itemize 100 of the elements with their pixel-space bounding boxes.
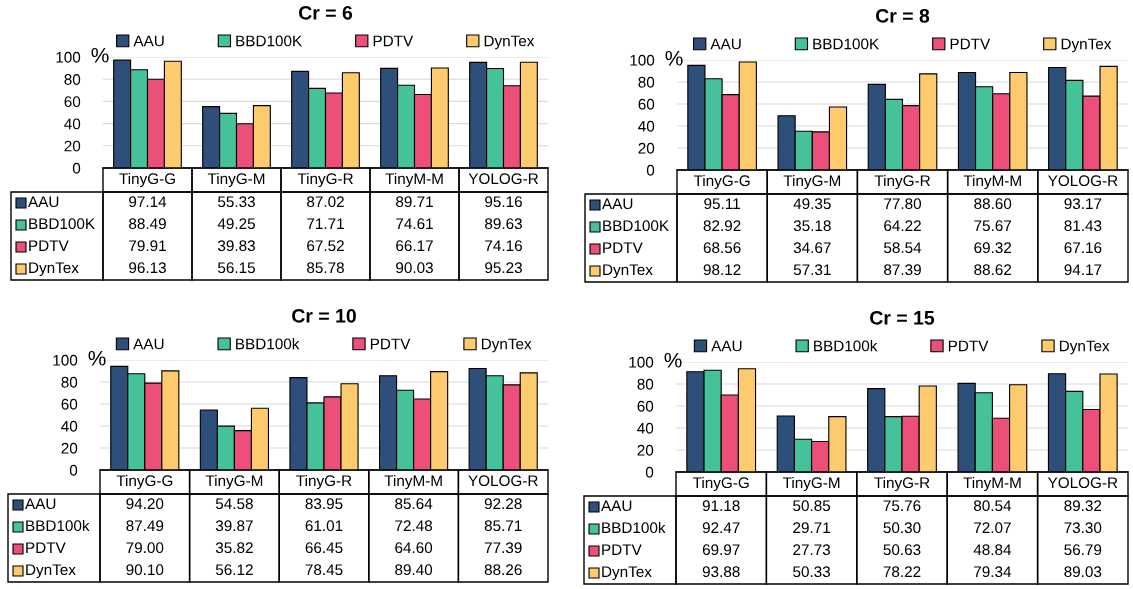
x-tick-label: TinyG-M: [207, 172, 265, 188]
y-tick-label: 20: [637, 444, 654, 456]
y-tick-label: 100: [53, 354, 78, 366]
legend-label: AAU: [133, 338, 164, 350]
legend-label: AAU: [133, 35, 164, 47]
data-label: 97.14: [129, 196, 167, 208]
data-label: 95.16: [485, 196, 522, 208]
data-label: 78.22: [883, 566, 921, 578]
data-label: 85.64: [395, 498, 433, 510]
y-tick-label: 20: [64, 140, 81, 152]
data-label: 92.47: [702, 522, 740, 534]
y-tick-label: 60: [637, 400, 654, 412]
data-label: 94.20: [126, 498, 164, 510]
y-tick-label: 60: [638, 98, 655, 110]
x-tick-label: TinyM-M: [385, 172, 443, 188]
data-label: 81.43: [1064, 220, 1102, 232]
y-tick-label: 40: [638, 120, 655, 132]
data-label: 89.63: [485, 218, 522, 230]
data-label: 78.45: [305, 564, 343, 576]
x-tick-label: TinyG-G: [692, 476, 749, 492]
x-tick-label: TinyG-R: [874, 174, 930, 190]
data-label: 56.12: [215, 564, 253, 576]
y-tick-label: 0: [72, 162, 81, 174]
data-label: 94.17: [1064, 264, 1102, 276]
data-label: 75.76: [883, 500, 921, 512]
text: AAU: [602, 198, 633, 210]
data-label: 83.95: [305, 498, 343, 510]
y-tick-label: 80: [64, 74, 81, 85]
legend-label: BBD100k: [814, 340, 878, 352]
data-label: 72.07: [974, 522, 1011, 534]
x-tick-label: TinyG-R: [874, 476, 930, 492]
y-tick-label: 60: [64, 96, 81, 108]
text: DynTex: [602, 566, 652, 581]
data-label: 92.28: [484, 498, 522, 510]
data-label: 71.71: [307, 218, 344, 229]
data-label: 74.61: [396, 218, 433, 230]
chart-title: Cr = 10: [292, 308, 356, 323]
data-label: 93.88: [702, 566, 740, 578]
data-label: 85.78: [307, 262, 344, 274]
x-tick-label: TinyG-R: [297, 172, 353, 188]
data-label: 89.40: [395, 564, 433, 576]
text: AAU: [601, 500, 632, 512]
y-tick-label: 0: [645, 466, 654, 478]
data-label: 55.33: [218, 196, 255, 208]
data-label: 29.71: [793, 522, 830, 534]
data-label: 66.45: [305, 542, 343, 554]
data-label: 34.67: [793, 242, 831, 254]
y-axis-title: %: [664, 352, 682, 368]
y-tick-label: 0: [69, 464, 78, 476]
data-label: 88.62: [974, 264, 1012, 276]
data-label: 79.00: [126, 542, 164, 554]
data-label: 69.97: [702, 544, 740, 556]
data-label: 48.84: [973, 544, 1012, 556]
text: BBD100k: [26, 519, 90, 532]
text: BBD100k: [602, 521, 666, 534]
data-label: 50.33: [793, 566, 831, 578]
data-label: 64.60: [395, 542, 433, 554]
legend-label: DynTex: [484, 35, 535, 50]
legend-label: PDTV: [370, 338, 411, 350]
y-tick-label: 20: [61, 442, 78, 454]
text: DynTex: [29, 262, 79, 277]
data-label: 67.52: [307, 240, 344, 252]
x-tick-label: TinyM-M: [963, 476, 1021, 492]
text: PDTV: [602, 544, 642, 555]
text: BBD100K: [603, 220, 669, 232]
data-label: 96.13: [129, 262, 166, 274]
data-label: 58.54: [884, 242, 922, 254]
chart-title: Cr = 6: [299, 5, 353, 20]
data-label: 66.17: [396, 240, 433, 252]
text: AAU: [25, 498, 56, 510]
data-label: 49.35: [793, 198, 831, 210]
y-axis-title: %: [665, 50, 683, 66]
x-tick-label: TinyG-G: [693, 174, 750, 190]
legend-label: AAU: [710, 38, 741, 50]
data-label: 56.15: [218, 262, 255, 274]
data-label: 77.80: [884, 198, 922, 210]
y-tick-label: 80: [638, 76, 655, 88]
y-tick-label: 80: [61, 376, 78, 388]
data-label: 72.48: [395, 520, 433, 532]
x-tick-label: TinyG-R: [296, 474, 352, 490]
chart-title: Cr = 15: [870, 310, 935, 325]
legend-label: DynTex: [481, 338, 532, 353]
data-label: 64.22: [884, 220, 921, 232]
data-label: 69.32: [974, 242, 1012, 254]
data-label: 79.34: [974, 566, 1012, 578]
data-label: 35.82: [215, 542, 253, 554]
legend-label: DynTex: [1061, 38, 1112, 53]
data-label: 87.49: [126, 520, 164, 532]
legend-label: DynTex: [1059, 340, 1110, 355]
y-tick-label: 40: [637, 422, 654, 434]
x-tick-label: TinyG-M: [205, 474, 263, 490]
legend-label: PDTV: [948, 340, 989, 352]
legend-label: BBD100K: [236, 35, 303, 47]
data-label: 88.26: [484, 564, 522, 576]
data-label: 56.79: [1064, 544, 1102, 556]
legend-label: BBD100k: [236, 338, 300, 350]
data-label: 90.03: [396, 262, 433, 274]
x-tick-label: TinyG-M: [782, 476, 840, 492]
data-label: 57.31: [793, 264, 831, 276]
data-label: 54.58: [215, 498, 253, 510]
